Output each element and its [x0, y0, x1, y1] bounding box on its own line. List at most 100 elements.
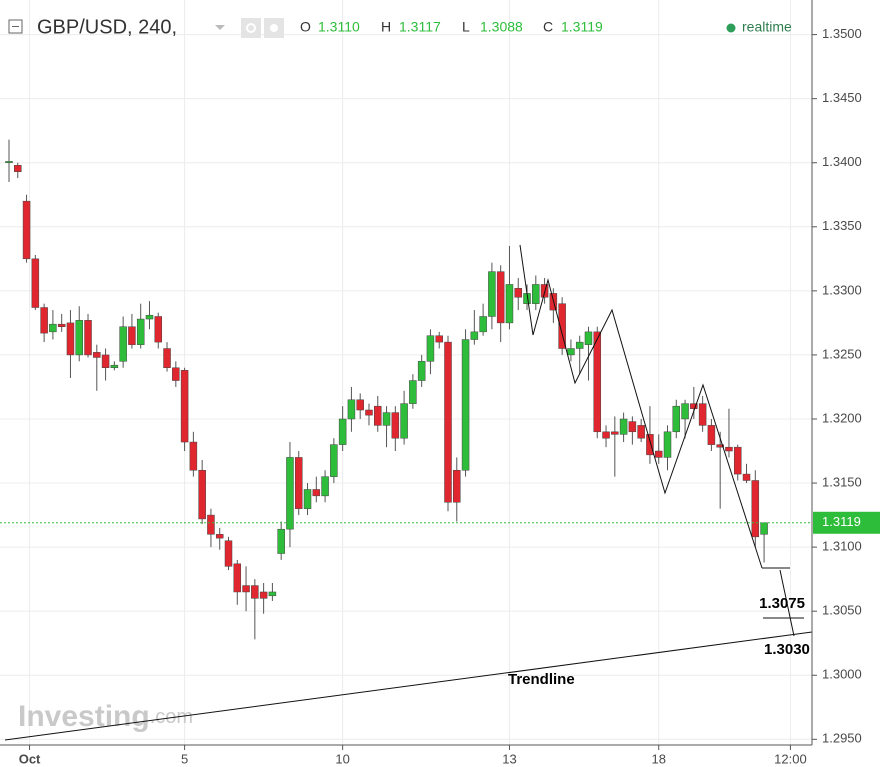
ohlc-key: L [462, 19, 470, 35]
candle-body [303, 489, 312, 509]
candle-body [57, 323, 66, 327]
candle-body [286, 457, 294, 530]
candle-body [294, 457, 303, 509]
ohlc-key: C [543, 19, 553, 35]
annotation: 1.3075 [759, 595, 805, 612]
candle-body [698, 403, 707, 426]
y-tick-label: 1.3400 [822, 154, 862, 169]
candle-body [461, 339, 470, 471]
candle-body [733, 446, 742, 475]
eye-icon-glyph [246, 23, 256, 33]
y-tick-label: 1.3200 [822, 410, 862, 425]
candle-body [672, 405, 681, 433]
watermark-main: Investing [18, 700, 150, 733]
candle-body [426, 335, 435, 362]
candle-body [760, 522, 768, 535]
candle-body [233, 563, 242, 593]
candle-body [479, 316, 487, 333]
candle-body [444, 341, 452, 503]
annotation: 1.3030 [764, 641, 810, 658]
candle-body [514, 288, 522, 298]
y-tick-label: 1.3350 [822, 218, 862, 233]
symbol: GBP/USD, 240, [37, 16, 177, 38]
candle-body [101, 354, 110, 368]
eye-icon[interactable] [241, 18, 261, 38]
candle-body [128, 326, 136, 345]
collapse-icon[interactable] [8, 19, 23, 34]
candle-body [637, 425, 645, 439]
realtime-dot [726, 23, 736, 33]
candle-body [75, 320, 83, 356]
candle-body [5, 161, 13, 163]
candle-body [31, 258, 40, 308]
candle-body [347, 399, 356, 420]
candle-body [207, 514, 215, 535]
header: GBP/USD, 240, O 1.3110 H 1.3117 L 1.3088 C 1.31… [8, 16, 792, 38]
candle-body [119, 326, 127, 362]
trendline [4, 631, 813, 741]
candle-body [619, 418, 628, 435]
candle-body [330, 444, 338, 477]
ohlc-value: 1.3117 [399, 19, 441, 35]
candle-body [646, 434, 654, 456]
candle-body [180, 370, 189, 443]
candle-body [391, 412, 400, 439]
candle-body [690, 403, 698, 409]
candle-body [417, 361, 426, 381]
candle-body [532, 284, 540, 304]
candle-body [505, 284, 514, 324]
candle-body [374, 405, 382, 426]
ohlc-value: 1.3088 [480, 19, 523, 35]
candle-body [189, 441, 198, 471]
ohlc-value: 1.3119 [561, 19, 603, 35]
y-tick-label: 1.3500 [822, 26, 862, 41]
axes: 1.2950 1.3000 1.3050 1.3100 1.3150 1.3200 1.32… [19, 26, 880, 766]
candle-body [707, 425, 716, 445]
candle-body [628, 421, 637, 433]
annotation: Trendline [508, 671, 575, 688]
dropdown[interactable] [215, 25, 225, 30]
candle-body [277, 528, 285, 554]
candle-body [356, 399, 364, 411]
candle-body [268, 591, 277, 597]
candle-body [49, 323, 57, 333]
price-badge-label: 1.3119 [822, 514, 861, 529]
zigzag-drawing [519, 244, 763, 569]
price-badge [813, 511, 880, 534]
candle-body [154, 316, 163, 343]
candle-body [251, 585, 259, 599]
candle-body [488, 271, 496, 317]
candle-body [681, 403, 689, 420]
x-tick-label: 13 [502, 751, 516, 766]
y-tick-label: 1.2950 [822, 731, 862, 746]
candle-body [453, 469, 461, 503]
candle-body [136, 318, 145, 345]
candle-body [496, 271, 505, 324]
settings-icon-glyph [270, 24, 278, 32]
candle-body [400, 403, 408, 439]
candle-body [22, 200, 31, 260]
y-tick-label: 1.3100 [822, 539, 862, 554]
candle-body [259, 591, 268, 599]
candle-body [567, 348, 575, 356]
candle-body [172, 367, 180, 381]
y-tick-label: 1.3000 [822, 667, 862, 682]
x-tick-label: Oct [19, 751, 41, 766]
projection-line [779, 569, 795, 637]
candle-body [611, 431, 619, 435]
candle-body [593, 331, 602, 433]
candles [0, 139, 812, 640]
y-tick-label: 1.3450 [822, 90, 862, 105]
candle-body [14, 165, 22, 172]
candle-body [224, 540, 233, 567]
candle-body [575, 341, 584, 349]
y-tick-label: 1.3300 [822, 282, 862, 297]
candle-body [742, 473, 751, 481]
candle-body [558, 303, 566, 349]
candle-body [663, 431, 672, 458]
y-tick-label: 1.3150 [822, 474, 862, 489]
candle-body [654, 450, 663, 458]
candle-body [215, 534, 224, 539]
candle-body [145, 314, 154, 320]
